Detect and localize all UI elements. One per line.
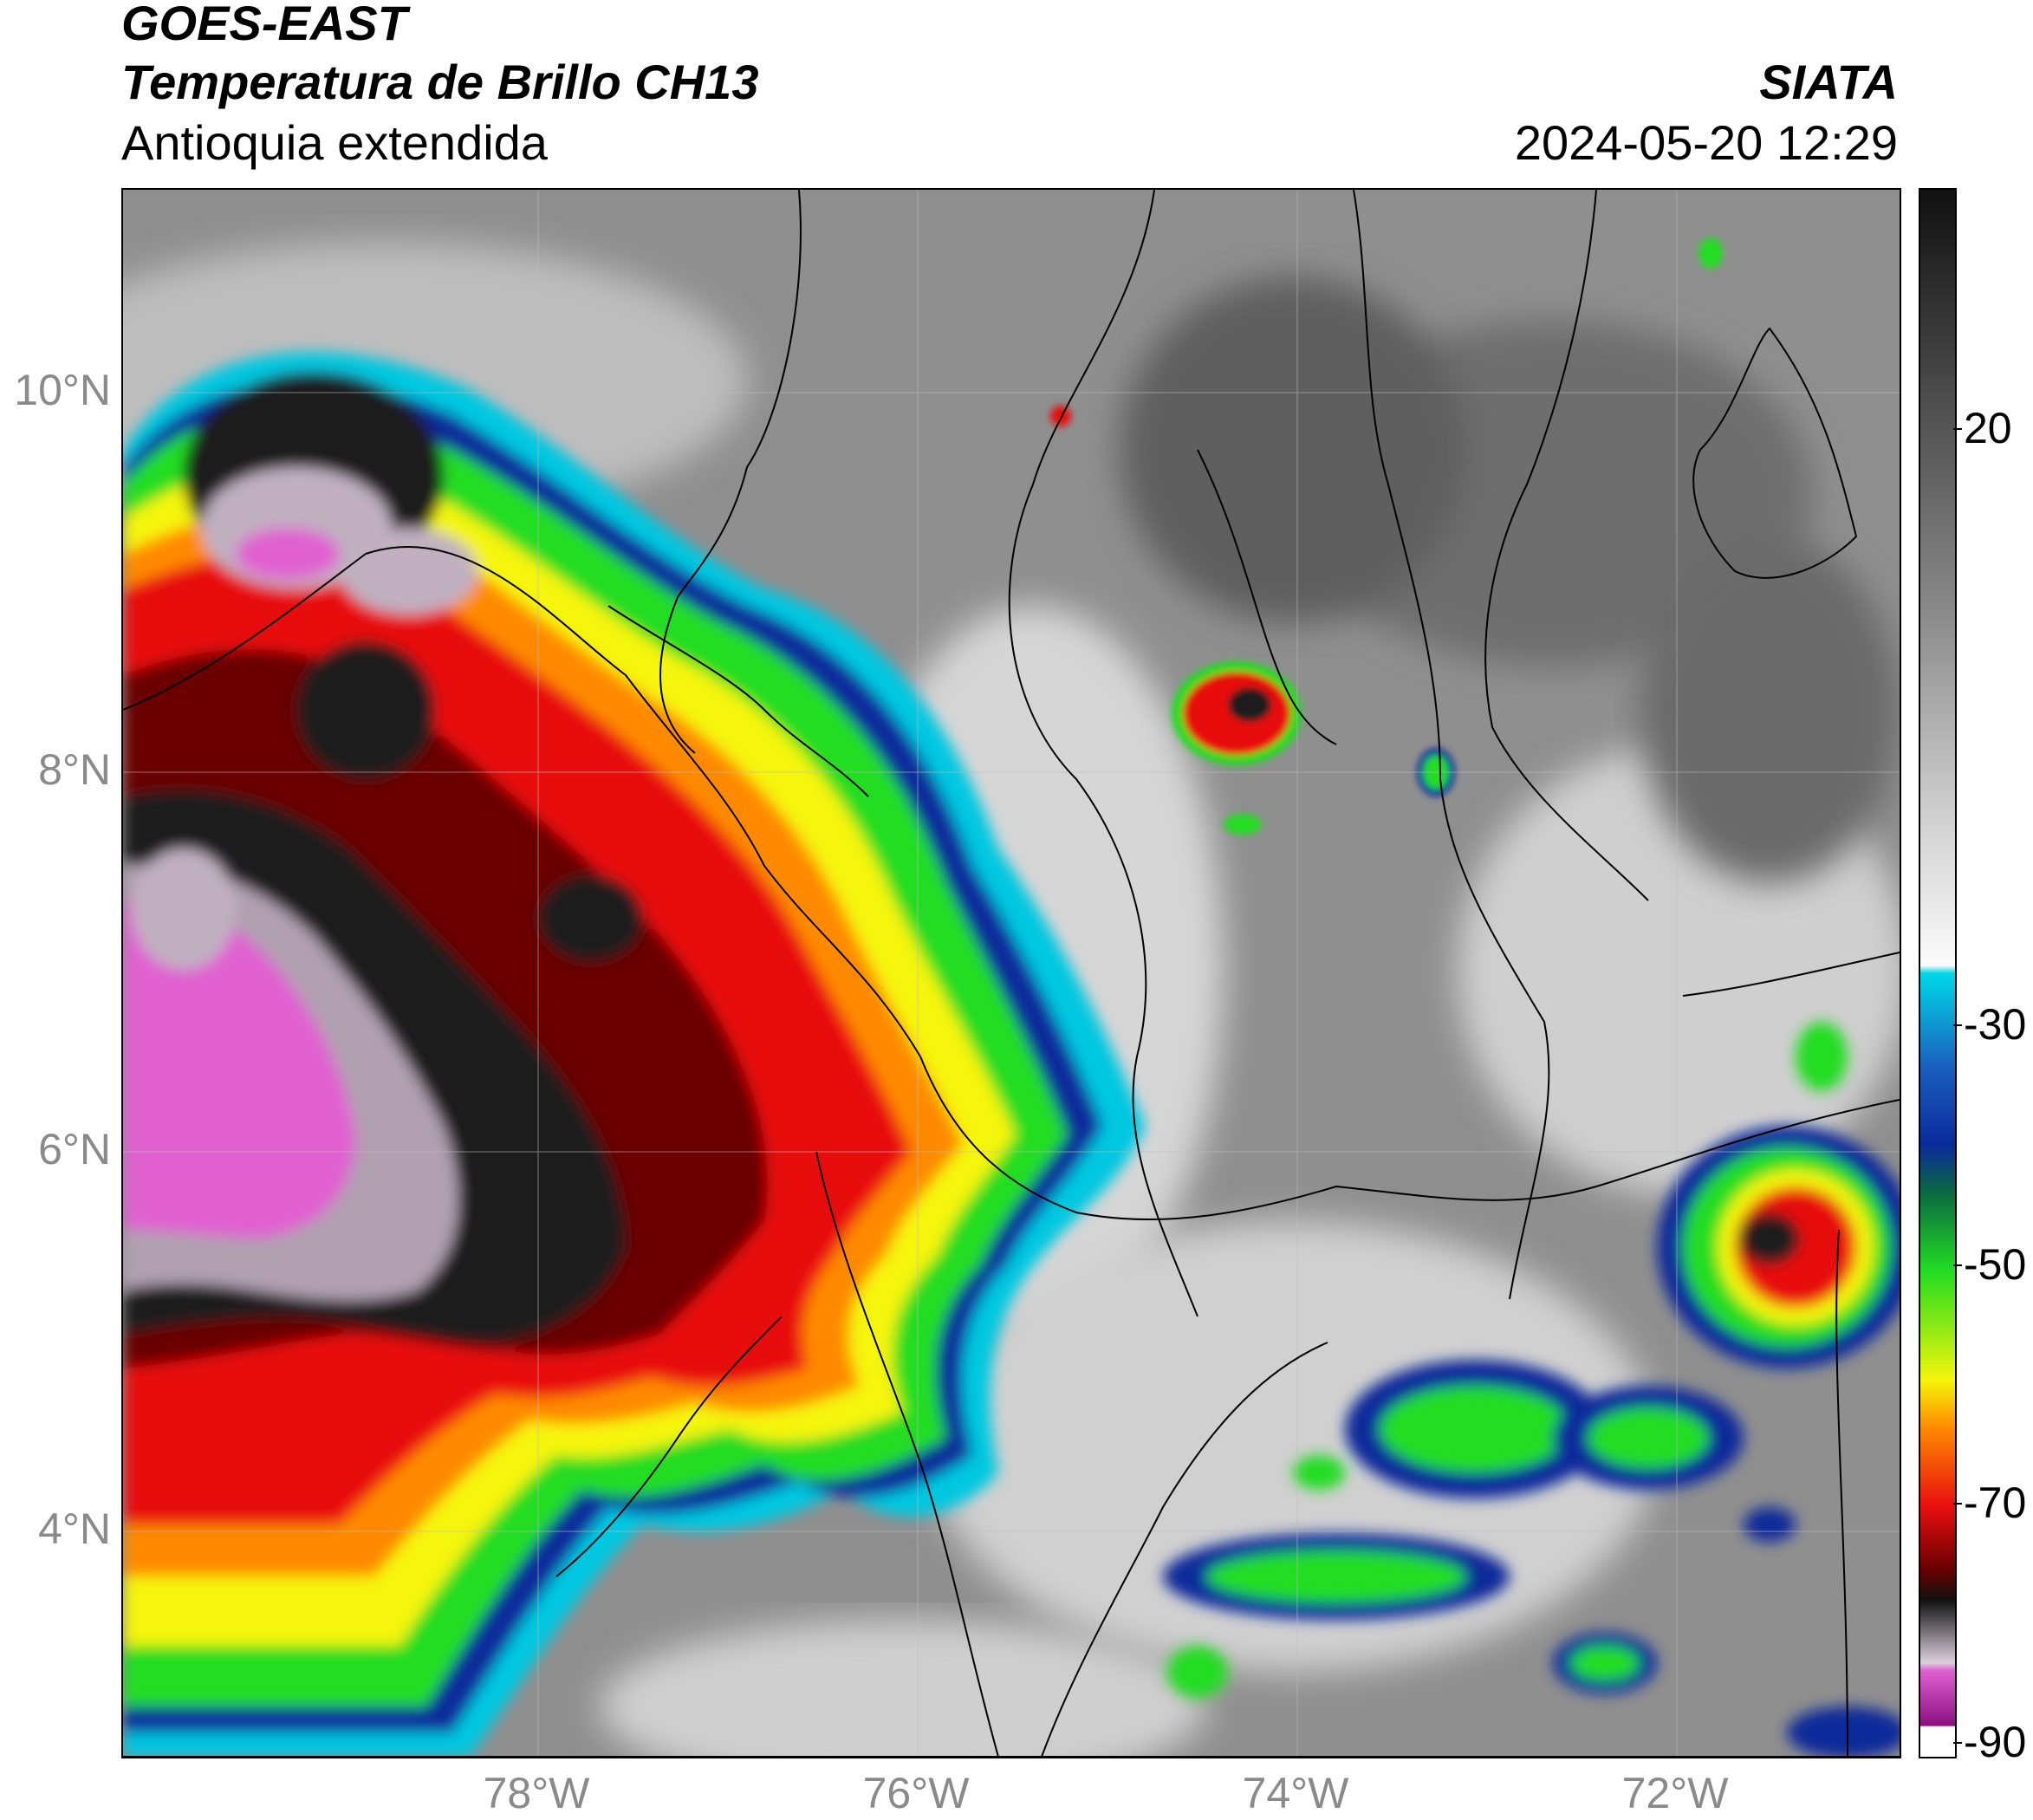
cell-southeast xyxy=(1657,1126,1900,1368)
lat-label-4n: 4°N xyxy=(38,1505,111,1553)
cell-band-south xyxy=(1163,1022,1900,1757)
cell-central xyxy=(1172,661,1302,765)
lat-label-10n: 10°N xyxy=(14,366,111,414)
temperature-colorbar xyxy=(1919,188,1957,1758)
lat-label-8n: 8°N xyxy=(38,745,111,794)
region-subtitle: Antioquia extendida xyxy=(121,115,548,170)
lon-label-74w: 74°W xyxy=(1242,1769,1349,1817)
convective-system-west xyxy=(123,351,1146,1757)
organization-label: SIATA xyxy=(1759,55,1898,109)
lon-label-76w: 76°W xyxy=(862,1769,970,1817)
colorbar-label-20: 20 xyxy=(1964,404,2012,452)
colorbar-label-minus90: -90 xyxy=(1964,1718,2027,1766)
boundaries xyxy=(123,190,1900,1757)
graticule xyxy=(123,190,1900,1757)
satellite-map xyxy=(121,188,1901,1758)
lon-label-78w: 78°W xyxy=(483,1769,590,1817)
timestamp-label: 2024-05-20 12:29 xyxy=(1514,115,1898,170)
lon-label-72w: 72°W xyxy=(1621,1769,1729,1817)
colorbar-label-minus30: -30 xyxy=(1964,1000,2027,1049)
satellite-title: GOES-EAST xyxy=(121,0,407,50)
product-title: Temperatura de Brillo CH13 xyxy=(121,55,759,109)
colorbar-label-minus50: -50 xyxy=(1964,1240,2027,1289)
colorbar-label-minus70: -70 xyxy=(1964,1479,2027,1527)
lat-label-6n: 6°N xyxy=(38,1125,111,1173)
